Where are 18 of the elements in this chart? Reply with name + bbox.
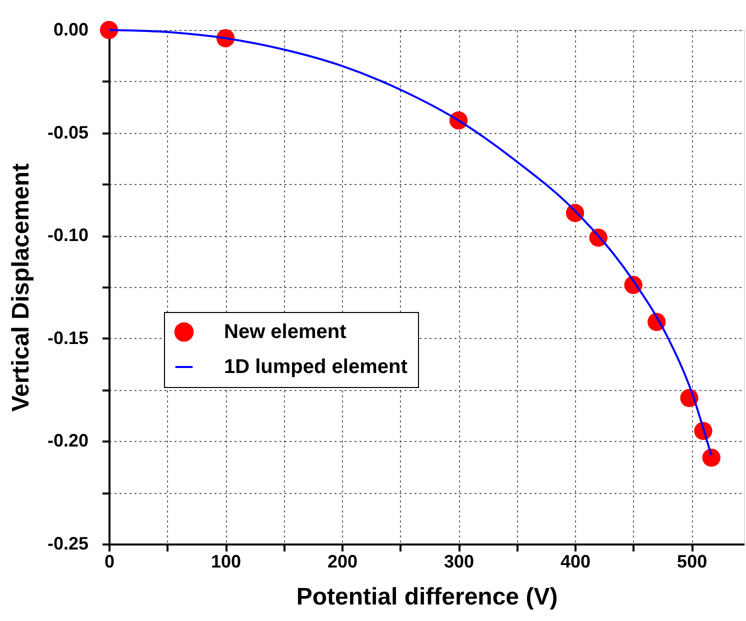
x-tick-label: 300	[444, 552, 474, 572]
y-tick-label: -0.10	[47, 225, 88, 246]
y-tick-label: -0.25	[47, 534, 88, 554]
y-tick-label: -0.05	[47, 122, 88, 142]
y-tick-label: 0.00	[53, 20, 88, 40]
x-tick-label: 100	[210, 552, 242, 572]
y-tick-label: -0.20	[47, 430, 88, 451]
point	[702, 448, 720, 467]
x-tick-label: 200	[328, 552, 358, 572]
legend-label: 1D lumped element	[224, 356, 408, 378]
point	[100, 20, 118, 40]
legend-label: New element	[224, 321, 347, 343]
x-tick-label: 500	[677, 552, 708, 572]
y-axis-title: Vertical Displacement	[7, 163, 34, 412]
x-tick-label: 0	[104, 552, 115, 572]
x-tick-label: 400	[560, 552, 591, 572]
y-tick-label: -0.15	[47, 328, 88, 348]
x-axis-title: Potential difference (V)	[296, 584, 558, 610]
